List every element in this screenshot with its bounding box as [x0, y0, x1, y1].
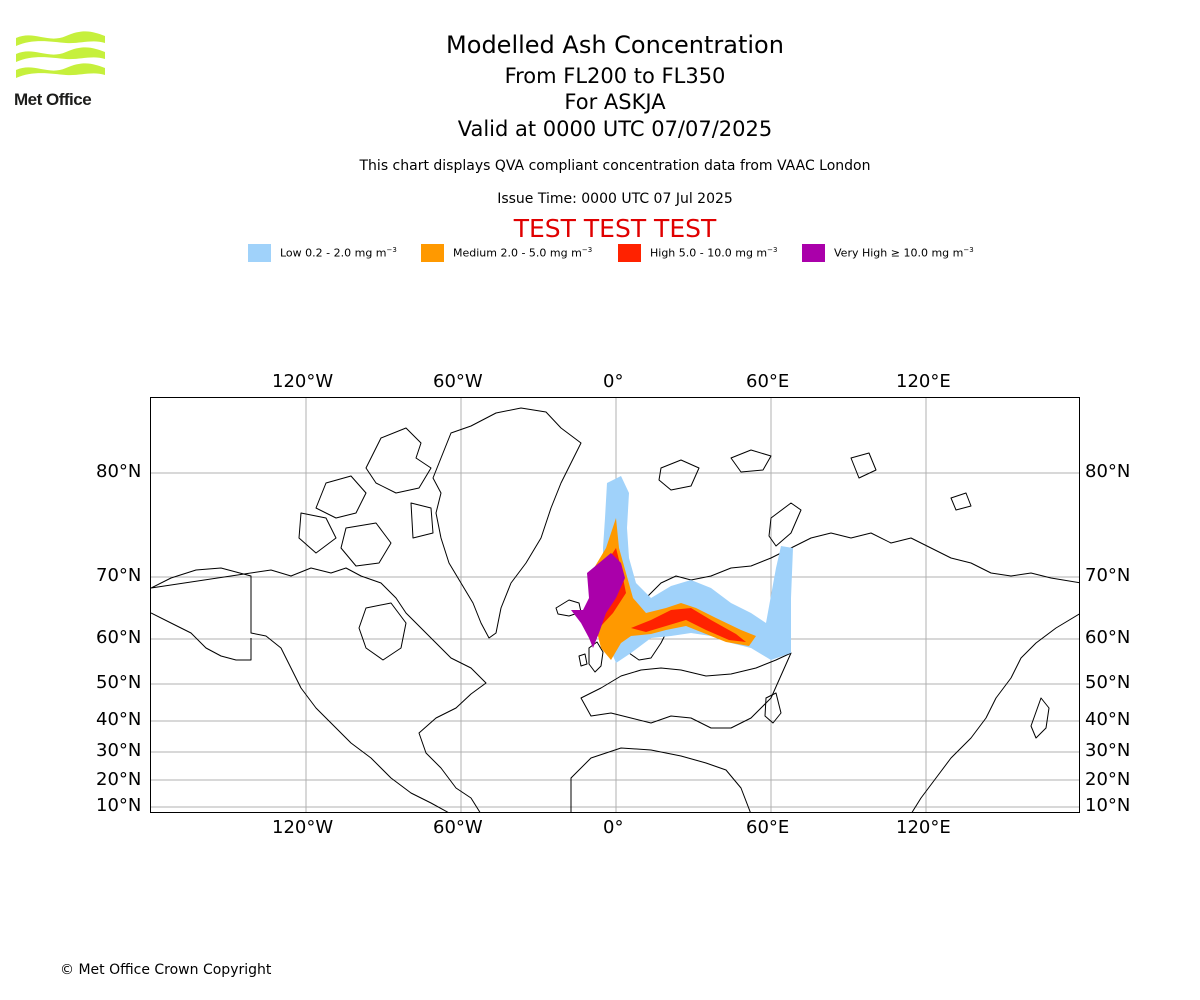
coastline-severnaya [850, 452, 877, 479]
lon-label-bottom-0: 0° [603, 817, 624, 838]
lon-label-bottom-120e: 120°E [896, 817, 951, 838]
lat-label-left-60n: 60°N [96, 627, 142, 648]
legend-item-high: High 5.0 - 10.0 mg m−3 [618, 244, 777, 262]
lat-label-right-70n: 70°N [1085, 565, 1131, 586]
met-office-wave-icon [16, 31, 105, 78]
met-office-logo: Met Office [14, 30, 109, 112]
coastline-asia-north [690, 532, 1079, 584]
logo-text: Met Office [14, 90, 92, 109]
lat-label-right-40n: 40°N [1085, 709, 1131, 730]
lat-label-right-50n: 50°N [1085, 672, 1131, 693]
issue-time: Issue Time: 0000 UTC 07 Jul 2025 [497, 191, 733, 207]
lat-label-left-20n: 20°N [96, 769, 142, 790]
legend-swatch-medium [421, 244, 444, 262]
chart-subtitle: This chart displays QVA compliant concen… [359, 158, 871, 174]
lat-label-right-30n: 30°N [1085, 740, 1131, 761]
lat-label-right-80n: 80°N [1085, 461, 1131, 482]
coastline-alaska [151, 612, 252, 661]
legend-swatch-low [248, 244, 271, 262]
coastline-caspian [764, 692, 782, 724]
lat-label-left-40n: 40°N [96, 709, 142, 730]
legend-label-low: Low 0.2 - 2.0 mg m [280, 246, 387, 260]
coastline-japan [1030, 697, 1050, 739]
lat-label-left-70n: 70°N [96, 565, 142, 586]
lon-label-top-60e: 60°E [746, 371, 790, 392]
legend-label-high: High 5.0 - 10.0 mg m [650, 246, 768, 260]
coastline-new-siberian [950, 492, 972, 511]
coastline-hudson-bay [358, 602, 407, 661]
coastline-canadian-islands [298, 427, 434, 567]
coastline-franz-josef [730, 449, 772, 473]
legend-item-low: Low 0.2 - 2.0 mg m−3 [248, 244, 397, 262]
test-banner: TEST TEST TEST [513, 214, 717, 243]
coastline-novaya-zemlya [768, 502, 802, 547]
lat-label-left-50n: 50°N [96, 672, 142, 693]
lat-label-left-10n: 10°N [96, 795, 142, 816]
legend-swatch-very-high [802, 244, 825, 262]
lat-label-left-30n: 30°N [96, 740, 142, 761]
coastline-north-america [151, 567, 487, 812]
ash-area-high [593, 548, 746, 642]
ash-map [150, 397, 1080, 813]
lon-label-bottom-60e: 60°E [746, 817, 790, 838]
valid-time: Valid at 0000 UTC 07/07/2025 [457, 117, 773, 141]
coastline-asia-east [911, 613, 1079, 812]
legend: Low 0.2 - 2.0 mg m−3 Medium 2.0 - 5.0 mg… [0, 244, 1200, 264]
map-canvas [151, 398, 1079, 812]
lon-label-top-60w: 60°W [433, 371, 483, 392]
legend-item-medium: Medium 2.0 - 5.0 mg m−3 [421, 244, 592, 262]
coastline-europe [580, 652, 792, 729]
coastline-svalbard [658, 459, 700, 491]
ash-plume [571, 476, 793, 663]
lon-label-bottom-60w: 60°W [433, 817, 483, 838]
lon-label-top-120e: 120°E [896, 371, 951, 392]
legend-label-very-high: Very High ≥ 10.0 mg m [834, 246, 964, 260]
coastline-africa [570, 747, 751, 812]
coastline-greenland [432, 407, 582, 639]
lon-label-top-120w: 120°W [272, 371, 334, 392]
lat-label-right-10n: 10°N [1085, 795, 1131, 816]
lon-label-top-0: 0° [603, 371, 624, 392]
legend-label-medium: Medium 2.0 - 5.0 mg m [453, 246, 582, 260]
flight-level-range: From FL200 to FL350 [504, 64, 726, 88]
legend-item-very-high: Very High ≥ 10.0 mg m−3 [802, 244, 974, 262]
copyright: © Met Office Crown Copyright [60, 962, 272, 978]
legend-swatch-high [618, 244, 641, 262]
volcano-name: For ASKJA [564, 90, 666, 114]
lon-label-bottom-120w: 120°W [272, 817, 334, 838]
ash-area-very-high [571, 553, 625, 648]
coastline-british-isles [578, 641, 604, 673]
chart-title: Modelled Ash Concentration [446, 31, 784, 59]
lat-label-right-60n: 60°N [1085, 627, 1131, 648]
lat-label-right-20n: 20°N [1085, 769, 1131, 790]
lat-label-left-80n: 80°N [96, 461, 142, 482]
